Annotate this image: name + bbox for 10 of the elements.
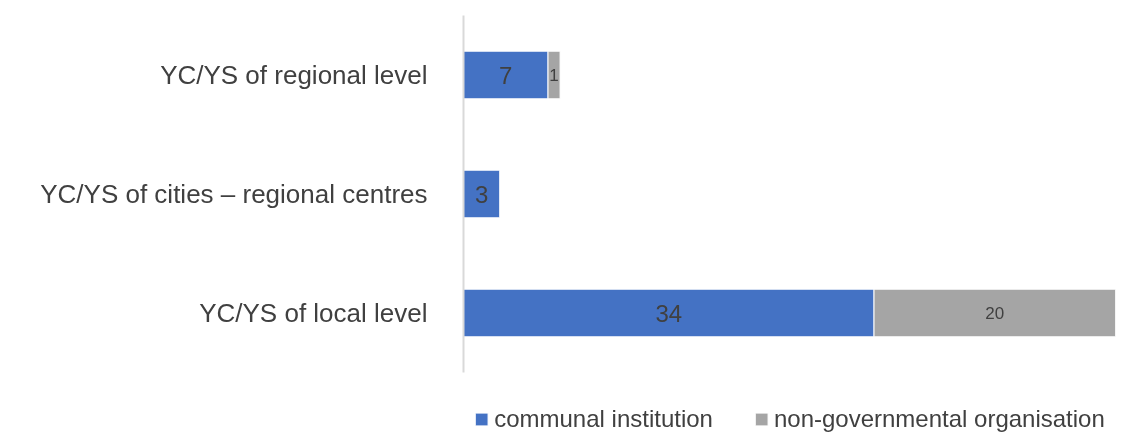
y-tick-label: YC/YS of cities – regional centres (40, 179, 428, 209)
legend-label: communal institution (494, 405, 713, 433)
y-tick-label: YC/YS of local level (199, 298, 428, 328)
data-label: 7 (499, 61, 513, 89)
data-label: 34 (655, 299, 683, 327)
legend-label: non-governmental organisation (773, 405, 1105, 433)
y-tick-label: YC/YS of regional level (160, 60, 428, 90)
data-label: 1 (549, 66, 559, 85)
data-label: 20 (985, 304, 1005, 323)
data-label: 3 (474, 180, 489, 208)
